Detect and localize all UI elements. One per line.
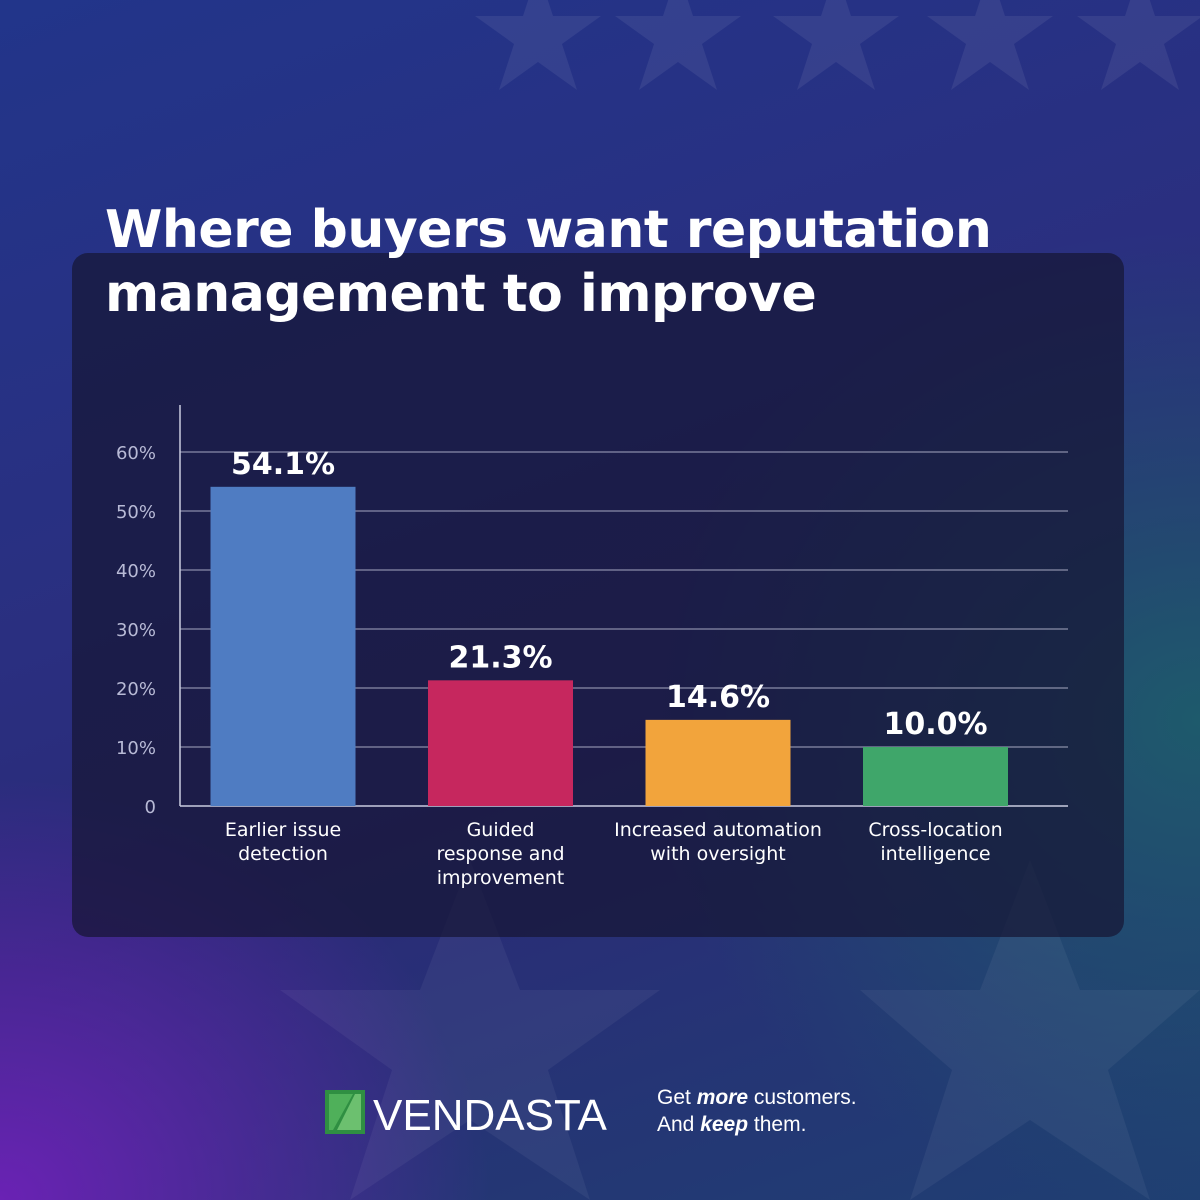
bar [863, 747, 1008, 806]
bar [428, 680, 573, 806]
x-tick-label: Guided [467, 819, 535, 841]
x-tick-label: Increased automation [614, 819, 822, 841]
x-tick-label: improvement [437, 867, 565, 889]
x-tick-label: Cross-location [868, 819, 1002, 841]
y-tick-label: 10% [116, 738, 156, 759]
x-tick-label: Earlier issue [225, 819, 341, 841]
data-label: 21.3% [448, 640, 552, 675]
x-tick-label: with oversight [650, 843, 785, 865]
tagline: Get more customers. And keep them. [657, 1084, 857, 1138]
bar [210, 486, 356, 806]
y-tick-label: 0 [145, 797, 156, 818]
chart-title: Where buyers want reputation management … [105, 200, 992, 324]
y-tick-label: 20% [116, 679, 156, 700]
x-tick-label: detection [238, 843, 328, 865]
x-tick-label: response and [436, 843, 564, 865]
bar [645, 719, 791, 806]
data-label: 10.0% [883, 707, 987, 742]
vendasta-logo-icon [325, 1090, 365, 1134]
data-label: 54.1% [231, 447, 335, 482]
brand-name: VENDASTA [373, 1091, 608, 1136]
y-tick-label: 50% [116, 502, 156, 523]
tagline-line-1: Get more customers. [657, 1086, 857, 1109]
y-tick-label: 30% [116, 620, 156, 641]
y-tick-label: 60% [116, 443, 156, 464]
tagline-line-2: And keep them. [657, 1113, 807, 1136]
vendasta-logo: VENDASTA [325, 1090, 608, 1136]
data-label: 14.6% [666, 680, 770, 715]
x-tick-label: intelligence [880, 843, 990, 865]
y-tick-label: 40% [116, 561, 156, 582]
